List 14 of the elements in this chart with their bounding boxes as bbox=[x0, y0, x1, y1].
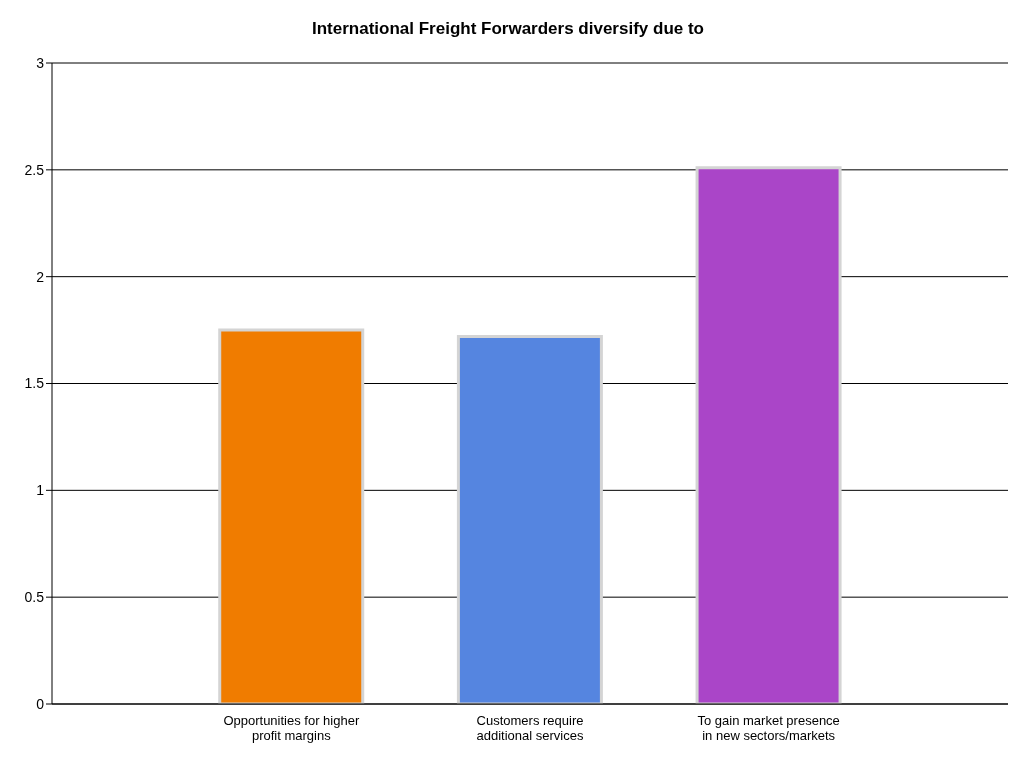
chart-title: International Freight Forwarders diversify due to bbox=[311, 19, 705, 38]
y-tick-label: 0 bbox=[36, 695, 45, 712]
y-tick-label: 2.5 bbox=[24, 161, 45, 178]
x-tick-label: Opportunities for higher profit margins bbox=[223, 713, 360, 744]
x-tick-label: To gain market presence in new sectors/markets bbox=[697, 713, 840, 744]
y-tick-label: 1.5 bbox=[24, 375, 45, 392]
y-tick-label: 0.5 bbox=[24, 589, 45, 606]
y-tick-label: 1 bbox=[36, 482, 45, 499]
y-tick-label: 2 bbox=[36, 268, 45, 285]
bar bbox=[695, 166, 842, 704]
bar bbox=[218, 328, 365, 704]
bar bbox=[456, 334, 603, 704]
x-tick-label: Customers require additional services bbox=[476, 713, 584, 744]
y-tick-label: 3 bbox=[36, 54, 45, 71]
